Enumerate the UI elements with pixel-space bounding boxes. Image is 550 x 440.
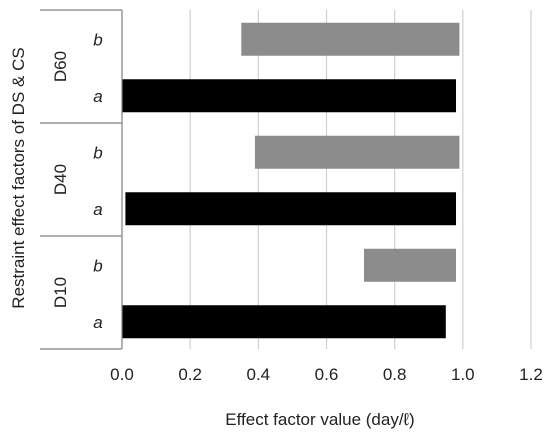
bar-label-D10-b: b	[93, 256, 102, 275]
x-tick-label-1.0: 1.0	[451, 365, 475, 384]
x-tick-label-0.8: 0.8	[383, 365, 407, 384]
x-axis-title: Effect factor value (day/ℓ)	[225, 410, 414, 429]
bar-label-D10-a: a	[93, 313, 102, 332]
group-label-D10: D10	[51, 277, 70, 308]
x-tick-label-0.4: 0.4	[247, 365, 271, 384]
bar-label-D60-a: a	[93, 87, 102, 106]
grid-layer	[189, 10, 532, 349]
bar-label-D40-b: b	[93, 143, 102, 162]
bar-D40-b	[254, 135, 460, 169]
x-tick-label-0.2: 0.2	[178, 365, 202, 384]
bar-D60-b	[241, 22, 460, 56]
x-tick-label-0.0: 0.0	[110, 365, 134, 384]
bar-label-D60-b: b	[93, 30, 102, 49]
group-label-D40: D40	[51, 164, 70, 195]
labels-layer: 0.0 0.2 0.4 0.6 0.8 1.0 1.2 b a D60 b a D40 b a D10	[51, 30, 543, 384]
x-tick-label-1.2: 1.2	[519, 365, 543, 384]
group-label-D60: D60	[51, 51, 70, 82]
axes-layer	[40, 9, 123, 350]
bars-layer	[122, 22, 460, 339]
bar-label-D40-a: a	[93, 200, 102, 219]
bar-D40-a	[125, 192, 457, 226]
y-axis-title: Restraint effect factors of DS & CS	[9, 47, 28, 308]
bar-D60-a	[122, 79, 457, 113]
bar-D10-b	[363, 248, 457, 282]
x-tick-label-0.6: 0.6	[315, 365, 339, 384]
bar-D10-a	[122, 305, 446, 339]
